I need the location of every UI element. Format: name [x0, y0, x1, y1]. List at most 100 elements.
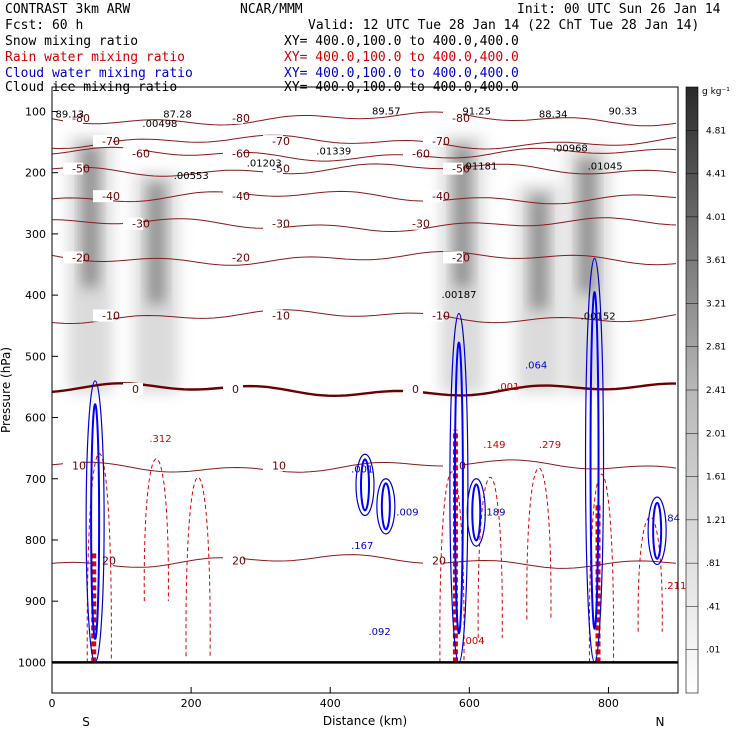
colorbar-label: 4.01: [706, 213, 726, 223]
temperature-contours: -80 -80 -80-70 -70 -70-60 -60 -60-50 -50 -50-40-…: [51, 111, 677, 569]
cloud-water-inner-4: [380, 482, 391, 531]
cloud-water-label: .009: [396, 507, 418, 518]
temperature-label-bg: [63, 111, 83, 124]
colorbar-label: .01: [706, 646, 720, 656]
temperature-label: -50: [272, 163, 290, 176]
field-rain-xsect: XY= 400.0,100.0 to 400.0,400.0: [284, 50, 519, 65]
temperature-label: -20: [452, 251, 470, 264]
rain-contour-4: [477, 476, 503, 638]
temperature-label-bg: [223, 251, 243, 264]
x-axis-label: Distance (km): [323, 714, 407, 728]
colorbar-label: 4.41: [706, 170, 726, 180]
temperature-label-bg: [423, 309, 443, 322]
temperature-label-bg: [403, 383, 423, 395]
org-label: NCAR/MMM: [240, 2, 303, 17]
valid-time: Valid: 12 UTC Tue 28 Jan 14 (22 ChT Tue …: [308, 18, 700, 33]
rain-label: .001: [497, 382, 519, 393]
model-title: CONTRAST 3km ARW: [5, 2, 131, 17]
snow-core-dark-1: [148, 182, 165, 304]
field-snow-label: Snow mixing ratio: [5, 34, 139, 49]
temperature-contour--20: [51, 251, 677, 266]
colorbar-label: .81: [706, 559, 720, 569]
surface-label: 88.34: [539, 110, 568, 121]
temperature-label: 0: [232, 383, 239, 396]
rain-label: .279: [539, 440, 561, 451]
temperature-label: -20: [232, 251, 250, 264]
temperature-label-bg: [423, 135, 443, 148]
temperature-label-bg: [263, 459, 283, 472]
y-tick-label: 300: [25, 228, 46, 241]
x-end-left-label: S: [82, 715, 90, 729]
temperature-label-bg: [123, 383, 143, 395]
y-tick-label: 600: [25, 412, 46, 425]
cloud-water-inner-5: [471, 483, 482, 542]
temperature-label: -50: [452, 163, 470, 176]
temperature-label: 20: [432, 554, 446, 567]
temperature-label: -60: [132, 147, 150, 160]
colorbar-label: 4.81: [706, 126, 726, 136]
temperature-label-bg: [63, 251, 83, 264]
surface-label: 90.33: [608, 107, 637, 118]
cloud-water-contours: [85, 257, 667, 663]
forecast-hour: Fcst: 60 h: [5, 18, 84, 33]
temperature-label: -10: [272, 310, 290, 323]
field-snow-xsect: XY= 400.0,100.0 to 400.0,400.0: [284, 34, 519, 49]
temperature-label: -40: [102, 190, 120, 203]
temperature-label-bg: [93, 309, 113, 322]
ice-max-label: .00498: [142, 119, 177, 130]
temperature-contour-20: [51, 554, 677, 569]
rain-label: .149: [483, 440, 505, 451]
cloud-water-inner-1: [453, 341, 464, 635]
cloud-water-inner-3: [360, 458, 370, 512]
temperature-label: -40: [232, 190, 250, 203]
x-end-right-label: N: [656, 715, 665, 729]
rain-contour-3: [439, 471, 465, 663]
temperature-label-bg: [403, 217, 423, 230]
cloud-water-label: .84: [664, 514, 680, 525]
temperature-label: -70: [272, 135, 290, 148]
colorbar-units: g kg⁻¹: [702, 87, 730, 97]
temperature-label-bg: [223, 190, 243, 203]
ice-max-label: .01339: [316, 146, 351, 157]
colorbar-label: 2.41: [706, 386, 726, 396]
temperature-label: -80: [452, 112, 470, 125]
snow-shading: [68, 135, 610, 394]
cloud-water-label: .001: [351, 465, 373, 476]
surface-label: 91.25: [462, 107, 491, 118]
x-tick-label: 800: [598, 697, 619, 710]
temperature-label: -80: [232, 112, 250, 125]
temperature-label: -50: [72, 163, 90, 176]
colorbar-labels: 4.81 4.41 4.01 3.61 3.21 2.81 2.41 2.01 1.61 1.21…: [686, 126, 726, 656]
temperature-label: 10: [72, 460, 86, 473]
colorbar-label: 2.01: [706, 429, 726, 439]
surface-label: 89.13: [55, 110, 84, 121]
temperature-label-bg: [263, 162, 283, 175]
temperature-label: -70: [102, 135, 120, 148]
y-axis-label: Pressure (hPa): [0, 347, 13, 433]
temperature-contour--10: [51, 309, 677, 325]
ice-max-label: .01045: [588, 162, 623, 173]
colorbar-label: 1.21: [706, 516, 726, 526]
surface-label: 89.57: [372, 107, 401, 118]
snow-core-dark-4: [579, 158, 596, 293]
temperature-label: -30: [412, 218, 430, 231]
temperature-label-bg: [93, 190, 113, 203]
annotation-labels: .312 .149 .279 .001 .004 .211 .001 .009 .189 .167…: [55, 107, 686, 647]
temperature-label-bg: [223, 554, 243, 567]
temperature-label-bg: [223, 147, 243, 160]
ice-max-label: .01181: [462, 162, 497, 173]
ice-max-label: .00152: [581, 312, 616, 323]
temperature-label: 20: [102, 554, 116, 567]
x-tick-label: 200: [181, 697, 202, 710]
temperature-contour--50: [51, 163, 677, 177]
rain-contour-7: [637, 516, 663, 632]
rain-contour-5: [526, 467, 552, 620]
temperature-label-bg: [423, 554, 443, 567]
temperature-contour--30: [51, 217, 677, 232]
temperature-label-bg: [223, 111, 243, 124]
y-tick-label: 200: [25, 167, 46, 180]
temperature-label: 20: [232, 554, 246, 567]
temperature-label: 10: [272, 460, 286, 473]
